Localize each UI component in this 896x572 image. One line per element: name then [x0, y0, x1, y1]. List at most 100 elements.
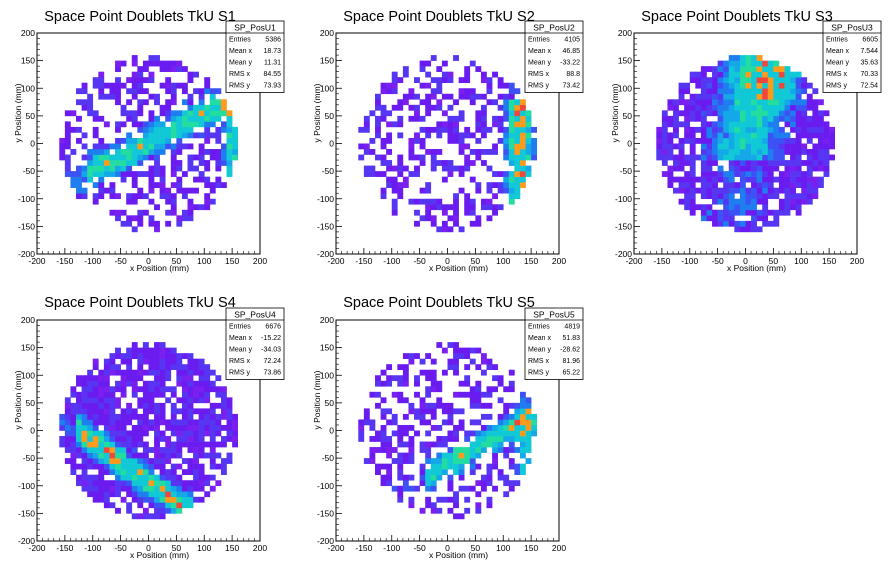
- heatmap-cell: [209, 485, 216, 492]
- heatmap-cell: [120, 154, 127, 161]
- heatmap-cell: [751, 226, 757, 233]
- heatmap-cell: [115, 491, 121, 498]
- heatmap-cell: [165, 469, 172, 475]
- heatmap-cell: [441, 204, 448, 211]
- heatmap-cell: [519, 176, 526, 183]
- heatmap-cell: [497, 187, 504, 194]
- heatmap-cell: [103, 160, 110, 166]
- heatmap-cell: [419, 126, 426, 133]
- heatmap-cell: [441, 71, 448, 78]
- heatmap-cell: [503, 491, 510, 498]
- heatmap-cell: [391, 71, 398, 78]
- heatmap-cell: [109, 458, 116, 464]
- heatmap-cell: [453, 99, 459, 106]
- heatmap-cell: [142, 66, 149, 72]
- heatmap-cell: [148, 447, 155, 453]
- heatmap-cell: [98, 182, 105, 188]
- heatmap-cell: [767, 88, 774, 95]
- heatmap-cell: [120, 485, 127, 492]
- heatmap-cell: [475, 380, 482, 387]
- heatmap-cell: [98, 413, 105, 420]
- heatmap-cell: [419, 115, 426, 122]
- y-tick-label: -150: [18, 221, 35, 231]
- heatmap-cell: [812, 182, 819, 188]
- heatmap-cell: [176, 463, 183, 470]
- heatmap-cell: [98, 187, 105, 194]
- heatmap-cell: [425, 375, 432, 382]
- heatmap-cell: [728, 193, 735, 200]
- heatmap-cell: [103, 380, 110, 387]
- heatmap-cell: [514, 424, 521, 431]
- heatmap-cell: [469, 430, 476, 437]
- heatmap-cell: [181, 110, 188, 117]
- heatmap-cell: [475, 397, 482, 404]
- heatmap-cell: [204, 182, 211, 188]
- heatmap-cell: [92, 391, 99, 398]
- heatmap-cell: [380, 187, 387, 194]
- heatmap-cell: [198, 463, 205, 470]
- heatmap-cell: [790, 182, 796, 188]
- heatmap-cell: [187, 115, 194, 122]
- heatmap-cell: [87, 176, 94, 183]
- stats-name: SP_PosU1: [234, 23, 276, 33]
- heatmap-cell: [436, 126, 443, 133]
- heatmap-cell: [170, 126, 177, 133]
- heatmap-cell: [700, 193, 707, 200]
- heatmap-cell: [181, 66, 188, 72]
- heatmap-cell: [380, 193, 387, 200]
- stats-key: RMS y: [528, 83, 550, 90]
- heatmap-cell: [148, 408, 155, 415]
- heatmap-cell: [778, 88, 785, 95]
- heatmap-cell: [98, 397, 105, 404]
- heatmap-cell: [92, 165, 99, 172]
- panel-2: Space Point Doublets TkU S2-200 -150 -100-…: [312, 9, 584, 273]
- heatmap-cell: [193, 458, 199, 464]
- heatmap-cell: [204, 397, 211, 404]
- heatmap-cell: [441, 496, 448, 503]
- heatmap-cell: [109, 88, 116, 95]
- heatmap-cell: [700, 160, 707, 166]
- heatmap-cell: [170, 391, 177, 398]
- heatmap-cell: [773, 99, 780, 106]
- heatmap-cell: [673, 99, 679, 106]
- heatmap-cell: [430, 165, 437, 172]
- heatmap-cell: [823, 110, 830, 117]
- heatmap-cell: [220, 463, 227, 470]
- heatmap-cell: [187, 71, 194, 78]
- heatmap-cell: [358, 143, 365, 150]
- heatmap-cell: [165, 485, 172, 492]
- heatmap-cell: [514, 126, 521, 133]
- heatmap-cell: [806, 126, 813, 133]
- heatmap-cell: [503, 143, 510, 150]
- heatmap-cell: [126, 143, 133, 150]
- heatmap-cell: [458, 513, 465, 520]
- heatmap-cell: [103, 121, 110, 128]
- heatmap-cell: [689, 110, 696, 117]
- heatmap-cell: [480, 430, 487, 437]
- heatmap-cell: [76, 408, 82, 415]
- heatmap-cell: [531, 413, 537, 420]
- y-tick-label: 0: [329, 139, 334, 149]
- heatmap-cell: [778, 126, 785, 133]
- heatmap-cell: [142, 358, 149, 365]
- heatmap-cell: [739, 154, 746, 161]
- heatmap-cell: [87, 391, 94, 398]
- heatmap-cell: [739, 132, 746, 139]
- heatmap-cell: [109, 480, 116, 487]
- heatmap-cell: [109, 369, 116, 376]
- heatmap-cell: [87, 154, 94, 161]
- heatmap-cell: [115, 353, 121, 359]
- heatmap-cell: [514, 160, 521, 166]
- heatmap-cell: [402, 458, 409, 464]
- heatmap-cell: [193, 115, 199, 122]
- heatmap-cell: [447, 485, 454, 492]
- heatmap-cell: [689, 132, 696, 139]
- heatmap-cell: [81, 419, 88, 426]
- heatmap-cell: [126, 474, 133, 481]
- heatmap-cell: [717, 193, 724, 200]
- heatmap-cell: [751, 171, 757, 177]
- heatmap-cell: [486, 402, 493, 409]
- heatmap-cell: [76, 193, 82, 200]
- y-tick-label: 50: [26, 398, 36, 408]
- heatmap-cell: [98, 469, 105, 475]
